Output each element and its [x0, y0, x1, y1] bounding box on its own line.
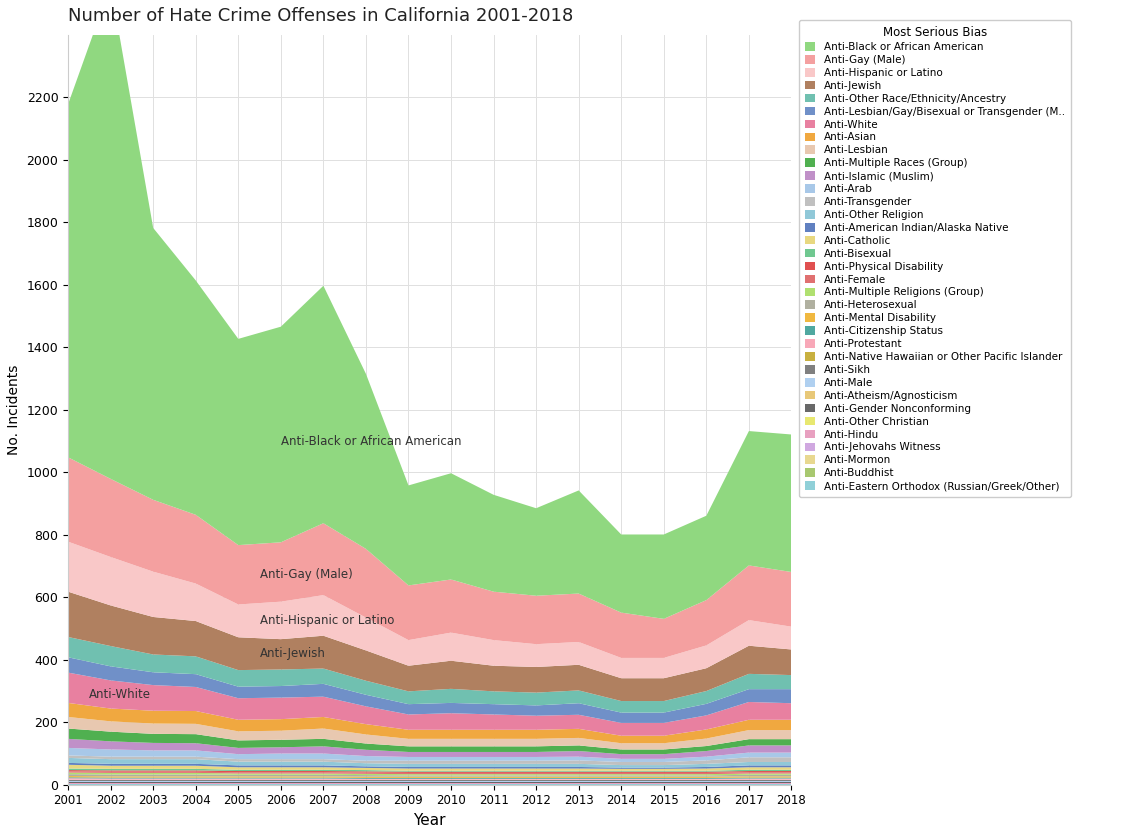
Y-axis label: No. Incidents: No. Incidents: [7, 365, 21, 455]
Text: Anti-Hispanic or Latino: Anti-Hispanic or Latino: [259, 615, 393, 627]
Legend: Anti-Black or African American, Anti-Gay (Male), Anti-Hispanic or Latino, Anti-J: Anti-Black or African American, Anti-Gay…: [798, 20, 1071, 498]
X-axis label: Year: Year: [414, 813, 446, 828]
Text: Anti-Gay (Male): Anti-Gay (Male): [259, 569, 352, 581]
Text: Number of Hate Crime Offenses in California 2001-2018: Number of Hate Crime Offenses in Califor…: [68, 7, 574, 25]
Text: Anti-White: Anti-White: [89, 688, 151, 701]
Text: Anti-Black or African American: Anti-Black or African American: [281, 436, 461, 448]
Text: Anti-Jewish: Anti-Jewish: [259, 647, 326, 660]
